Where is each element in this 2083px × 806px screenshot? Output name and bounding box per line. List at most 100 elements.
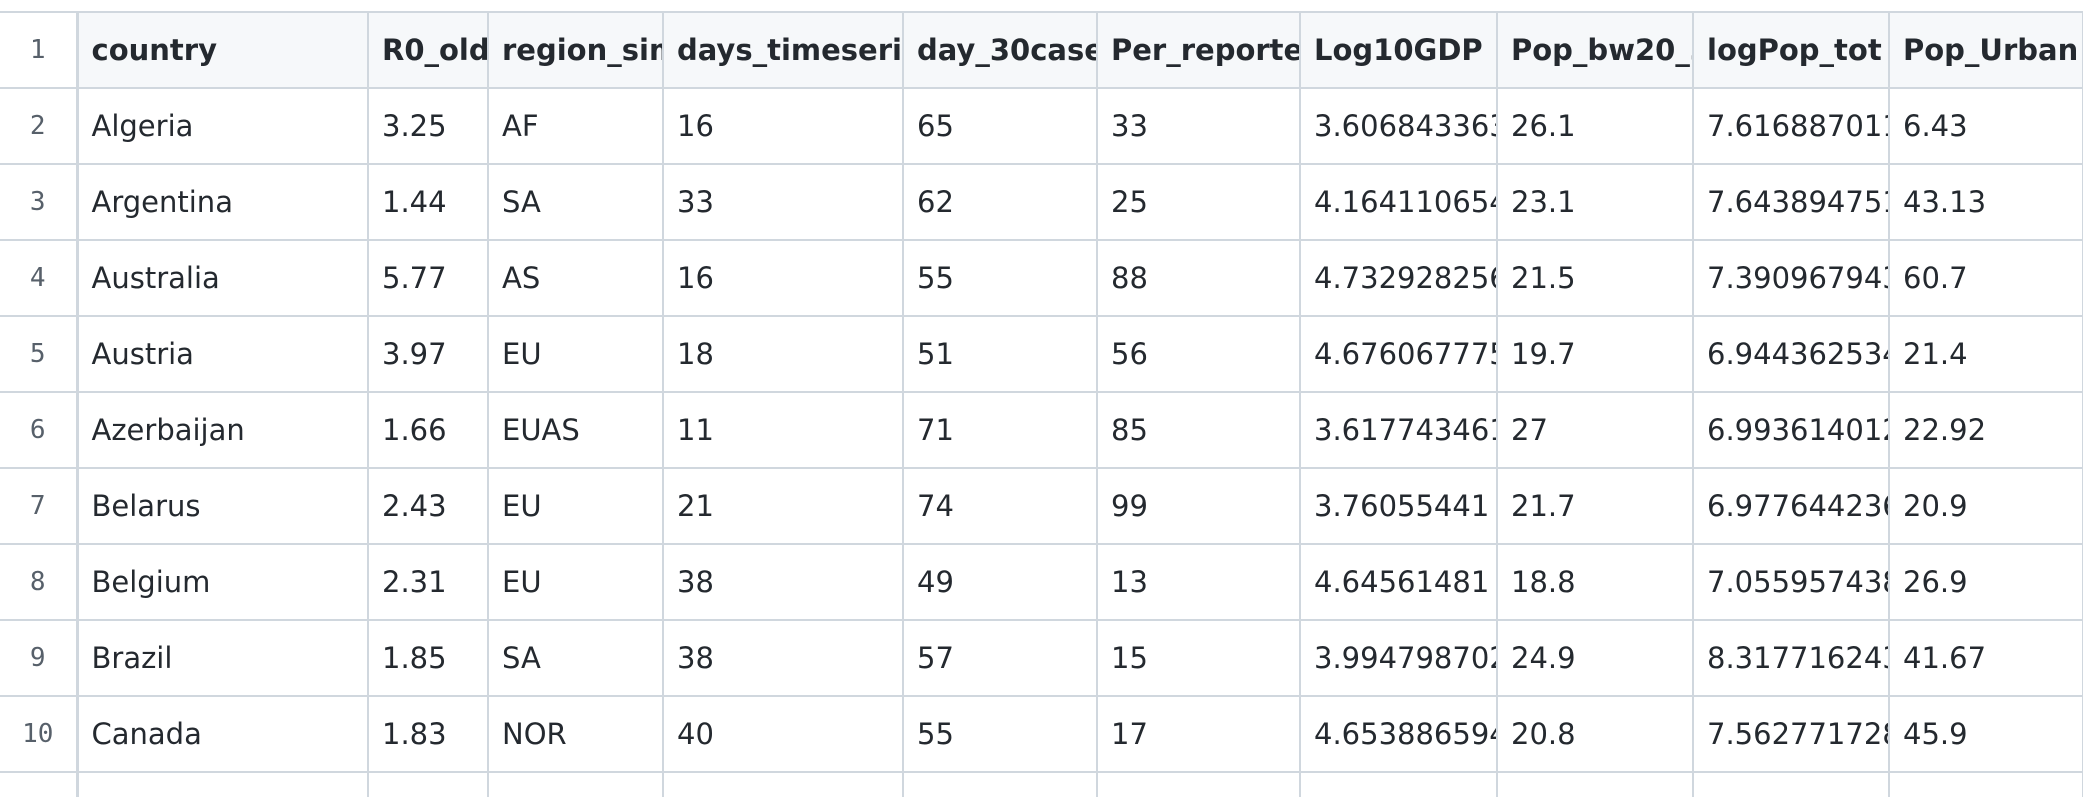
table-row: 3 Argentina 1.44 SA 33 62 25 4.164110654 23.1 7.6… xyxy=(0,163,2083,241)
table-cell: 16 xyxy=(662,87,904,165)
table-cell: 71 xyxy=(902,391,1098,469)
line-number[interactable]: 7 xyxy=(0,467,79,545)
table-cell xyxy=(367,771,489,797)
table-cell: 4.164110654 xyxy=(1299,163,1498,241)
column-header: Log10GDP xyxy=(1299,11,1498,89)
table-cell: 21 xyxy=(662,467,904,545)
table-cell: 3.617743461 xyxy=(1299,391,1498,469)
line-number[interactable]: 2 xyxy=(0,87,79,165)
table-row: 8 Belgium 2.31 EU 38 49 13 4.64561481 18.8 7.0559… xyxy=(0,543,2083,621)
table-cell: 56 xyxy=(1096,315,1301,393)
line-number xyxy=(0,771,79,797)
line-number[interactable]: 3 xyxy=(0,163,79,241)
table-cell: 15 xyxy=(1096,619,1301,697)
table-cell: 8.317716243 xyxy=(1692,619,1890,697)
table-cell xyxy=(902,771,1098,797)
table-cell: 4.732928256 xyxy=(1299,239,1498,317)
column-header: logPop_tot xyxy=(1692,11,1890,89)
table-cell: 3.994798702 xyxy=(1299,619,1498,697)
table-cell: 17 xyxy=(1096,695,1301,773)
table-cell: 41.67 xyxy=(1888,619,2083,697)
table-cell: 38 xyxy=(662,619,904,697)
table-cell: 2.43 xyxy=(367,467,489,545)
table-cell: 4.653886594 xyxy=(1299,695,1498,773)
table-cell: SA xyxy=(487,163,664,241)
table-cell: 22.92 xyxy=(1888,391,2083,469)
table-cell: 60.7 xyxy=(1888,239,2083,317)
table-cell: 55 xyxy=(902,695,1098,773)
line-number[interactable]: 4 xyxy=(0,239,79,317)
table-cell: 4.676067775 xyxy=(1299,315,1498,393)
table-cell: 85 xyxy=(1096,391,1301,469)
table-cell: 49 xyxy=(902,543,1098,621)
table-cell: 55 xyxy=(902,239,1098,317)
table-cell: 99 xyxy=(1096,467,1301,545)
table-cell: 3.76055441 xyxy=(1299,467,1498,545)
table-cell: 7.562771728 xyxy=(1692,695,1890,773)
table-cell: 43.13 xyxy=(1888,163,2083,241)
line-number[interactable]: 10 xyxy=(0,695,79,773)
table-cell: 1.66 xyxy=(367,391,489,469)
table-cell: 51 xyxy=(902,315,1098,393)
table-cell xyxy=(76,771,369,797)
table-cell: Austria xyxy=(76,315,369,393)
table-cell: 3.606843363 xyxy=(1299,87,1498,165)
table-cell: 23.1 xyxy=(1496,163,1694,241)
table-cell: 20.9 xyxy=(1888,467,2083,545)
line-number[interactable]: 9 xyxy=(0,619,79,697)
table-cell: 21.7 xyxy=(1496,467,1694,545)
table-row: 4 Australia 5.77 AS 16 55 88 4.732928256 21.5 7.3… xyxy=(0,239,2083,317)
table-cell: 65 xyxy=(902,87,1098,165)
table-cell: EU xyxy=(487,315,664,393)
table-cell: 6.43 xyxy=(1888,87,2083,165)
table-cell: 25 xyxy=(1096,163,1301,241)
table-cell xyxy=(1692,771,1890,797)
table-cell: 1.44 xyxy=(367,163,489,241)
line-number[interactable]: 5 xyxy=(0,315,79,393)
table-cell xyxy=(1496,771,1694,797)
csv-table: 1 country R0_old region_sim days_timeser… xyxy=(0,11,2083,797)
table-cell: AS xyxy=(487,239,664,317)
table-cell: 24.9 xyxy=(1496,619,1694,697)
table-cell: 74 xyxy=(902,467,1098,545)
table-cell: SA xyxy=(487,619,664,697)
table-cell: 11 xyxy=(662,391,904,469)
table-cell: 21.5 xyxy=(1496,239,1694,317)
table-cell: EUAS xyxy=(487,391,664,469)
table-cell: 18.8 xyxy=(1496,543,1694,621)
table-cell: 62 xyxy=(902,163,1098,241)
table-cell: 7.616887011 xyxy=(1692,87,1890,165)
table-cell: 3.25 xyxy=(367,87,489,165)
line-number[interactable]: 6 xyxy=(0,391,79,469)
table-cell: AF xyxy=(487,87,664,165)
table-cell: 5.77 xyxy=(367,239,489,317)
table-cell: Belarus xyxy=(76,467,369,545)
table-cell: 6.977644236 xyxy=(1692,467,1890,545)
table-cell xyxy=(1096,771,1301,797)
column-header: Per_reported xyxy=(1096,11,1301,89)
column-header: Pop_Urban xyxy=(1888,11,2083,89)
table-cell: Algeria xyxy=(76,87,369,165)
line-number[interactable]: 1 xyxy=(0,11,79,89)
table-cell: 16 xyxy=(662,239,904,317)
csv-table-container: 1 country R0_old region_sim days_timeser… xyxy=(0,11,2083,797)
table-cell: 40 xyxy=(662,695,904,773)
table-cell: 19.7 xyxy=(1496,315,1694,393)
table-cell xyxy=(1888,771,2083,797)
table-cell: 27 xyxy=(1496,391,1694,469)
table-cell: 7.643894751 xyxy=(1692,163,1890,241)
table-cell: 20.8 xyxy=(1496,695,1694,773)
table-cell: 88 xyxy=(1096,239,1301,317)
table-cell: 33 xyxy=(1096,87,1301,165)
table-cell xyxy=(662,771,904,797)
table-cell: 7.055957438 xyxy=(1692,543,1890,621)
table-row: 6 Azerbaijan 1.66 EUAS 11 71 85 3.617743461 27 6.… xyxy=(0,391,2083,469)
table-cell: 26.9 xyxy=(1888,543,2083,621)
table-row: 9 Brazil 1.85 SA 38 57 15 3.994798702 24.9 8.3177… xyxy=(0,619,2083,697)
table-cell: 33 xyxy=(662,163,904,241)
table-cell: Canada xyxy=(76,695,369,773)
table-row: 7 Belarus 2.43 EU 21 74 99 3.76055441 21.7 6.9776… xyxy=(0,467,2083,545)
column-header: country xyxy=(76,11,369,89)
line-number[interactable]: 8 xyxy=(0,543,79,621)
table-cell: 38 xyxy=(662,543,904,621)
